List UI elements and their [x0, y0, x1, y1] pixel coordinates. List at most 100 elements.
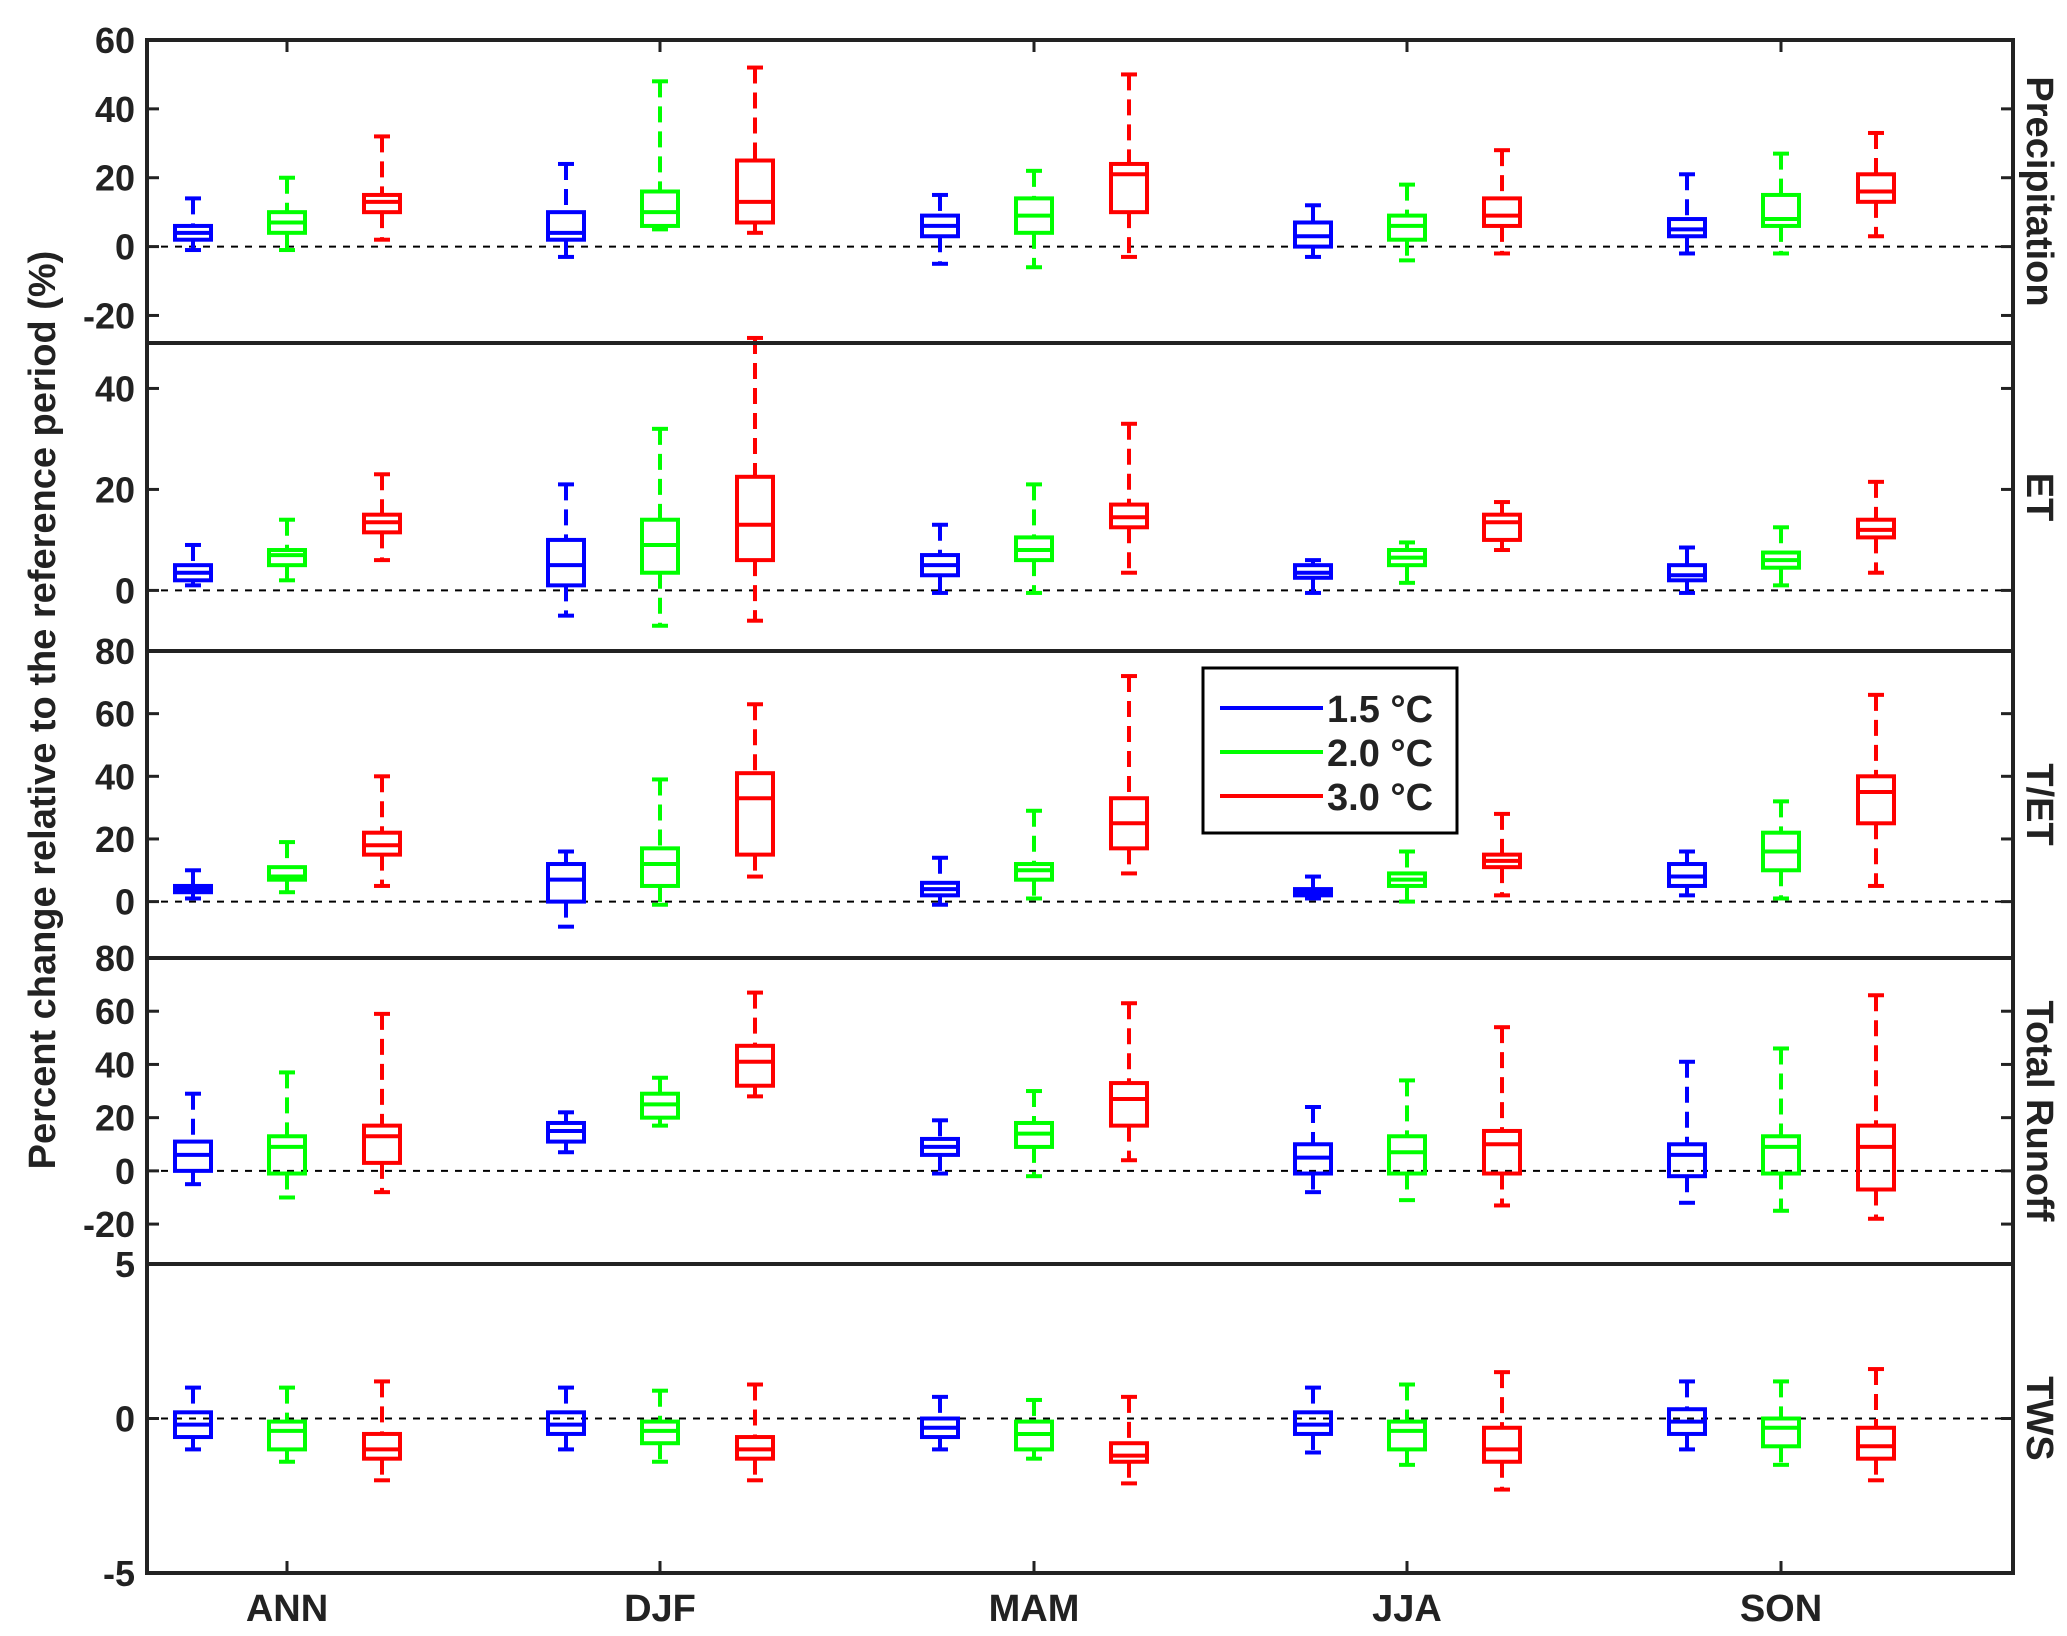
iqr-box — [1387, 1134, 1427, 1176]
box-precipitation-son-3-0 — [1856, 130, 1896, 239]
y-tick-label: 20 — [95, 1098, 135, 1139]
box-t-et-mam-2-0 — [1014, 808, 1054, 901]
box-t-et-son-3-0 — [1856, 692, 1896, 888]
iqr-box — [1109, 161, 1149, 215]
iqr-box — [1482, 196, 1522, 228]
panel-frame — [145, 1262, 2015, 1575]
iqr-box — [1667, 1142, 1707, 1179]
box-total-runoff-son-1-5 — [1667, 1059, 1707, 1205]
panel-frame — [145, 341, 2015, 653]
iqr-box — [640, 189, 680, 228]
panel-title-tws: TWS — [2018, 1376, 2060, 1460]
iqr-box — [1761, 1134, 1801, 1176]
box-total-runoff-djf-2-0 — [640, 1075, 680, 1128]
box-et-djf-2-0 — [640, 426, 680, 628]
box-tws-ann-1-5 — [173, 1385, 213, 1452]
box-t-et-djf-3-0 — [735, 702, 775, 879]
y-tick-label: 40 — [95, 1044, 135, 1085]
panel-title-et: ET — [2018, 473, 2060, 522]
legend-label: 3.0 °C — [1327, 777, 1433, 819]
panel-title-precipitation: Precipitation — [2018, 76, 2060, 306]
x-tick-label: MAM — [989, 1588, 1080, 1630]
iqr-box — [267, 548, 307, 568]
box-total-runoff-ann-1-5 — [173, 1091, 213, 1187]
box-t-et-djf-1-5 — [546, 849, 586, 929]
iqr-box — [1482, 1425, 1522, 1464]
box-tws-djf-1-5 — [546, 1385, 586, 1452]
iqr-box — [267, 1419, 307, 1452]
y-tick-label: 80 — [95, 938, 135, 979]
box-tws-son-1-5 — [1667, 1379, 1707, 1452]
y-tick-label: 40 — [95, 89, 135, 130]
iqr-box — [640, 846, 680, 888]
box-tws-mam-3-0 — [1109, 1394, 1149, 1486]
panel-total-runoff: -20 0 20 40 60 80 Total Runoff — [83, 938, 2060, 1266]
box-tws-mam-1-5 — [920, 1394, 960, 1452]
iqr-box — [1109, 1081, 1149, 1128]
box-tws-ann-2-0 — [267, 1385, 307, 1464]
box-t-et-ann-1-5 — [173, 868, 213, 901]
iqr-box — [267, 865, 307, 882]
x-tick-label: SON — [1740, 1588, 1822, 1630]
panel-precipitation: -20 0 20 40 60 Precipitation — [83, 20, 2060, 345]
box-total-runoff-son-3-0 — [1856, 993, 1896, 1221]
box-precipitation-jja-3-0 — [1482, 148, 1522, 256]
iqr-box — [267, 1134, 307, 1176]
box-tws-jja-2-0 — [1387, 1382, 1427, 1467]
box-et-jja-1-5 — [1293, 558, 1333, 595]
box-precipitation-son-1-5 — [1667, 172, 1707, 256]
iqr-box — [362, 1431, 402, 1461]
box-precipitation-mam-2-0 — [1014, 168, 1054, 270]
box-precipitation-mam-3-0 — [1109, 72, 1149, 259]
box-tws-djf-2-0 — [640, 1388, 680, 1464]
box-precipitation-jja-2-0 — [1387, 182, 1427, 263]
y-tick-label: 60 — [95, 20, 135, 61]
box-tws-son-3-0 — [1856, 1367, 1896, 1483]
box-precipitation-djf-1-5 — [546, 161, 586, 259]
y-tick-label: 60 — [95, 694, 135, 735]
x-tick-label: JJA — [1372, 1588, 1442, 1630]
box-total-runoff-djf-3-0 — [735, 990, 775, 1099]
box-et-son-1-5 — [1667, 545, 1707, 595]
iqr-box — [1761, 1416, 1801, 1449]
x-tick-label: DJF — [624, 1588, 696, 1630]
panel-et: 0 20 40 ET — [95, 335, 2060, 653]
panel-title-t-et: T/ET — [2018, 763, 2060, 845]
y-tick-label: 80 — [95, 631, 135, 672]
box-et-son-3-0 — [1856, 479, 1896, 575]
y-tick-label: 0 — [115, 570, 135, 611]
box-et-ann-2-0 — [267, 517, 307, 583]
panel-t-et: 0 20 40 60 80 T/ET — [95, 631, 2060, 960]
box-et-mam-2-0 — [1014, 482, 1054, 595]
y-tick-label: 20 — [95, 819, 135, 860]
box-et-mam-1-5 — [920, 522, 960, 595]
x-tick-label: ANN — [246, 1588, 328, 1630]
box-et-djf-3-0 — [735, 335, 775, 623]
y-tick-label: 40 — [95, 756, 135, 797]
iqr-box — [1387, 1419, 1427, 1452]
panel-frame — [145, 649, 2015, 960]
box-total-runoff-ann-3-0 — [362, 1011, 402, 1195]
box-et-mam-3-0 — [1109, 421, 1149, 575]
box-t-et-djf-2-0 — [640, 777, 680, 907]
panel-tws: -5 0 5 TWS — [103, 1244, 2060, 1594]
box-precipitation-djf-2-0 — [640, 79, 680, 232]
box-total-runoff-jja-2-0 — [1387, 1078, 1427, 1203]
box-et-djf-1-5 — [546, 482, 586, 618]
box-tws-son-2-0 — [1761, 1379, 1801, 1467]
iqr-box — [1856, 1123, 1896, 1192]
box-t-et-son-2-0 — [1761, 799, 1801, 901]
box-precipitation-jja-1-5 — [1293, 203, 1333, 259]
box-t-et-son-1-5 — [1667, 849, 1707, 898]
y-axis-label: Percent change relative to the reference… — [22, 251, 64, 1170]
y-tick-label: 0 — [115, 882, 135, 923]
y-tick-label: 60 — [95, 991, 135, 1032]
box-tws-ann-3-0 — [362, 1379, 402, 1483]
iqr-box — [735, 474, 775, 563]
y-tick-label: 40 — [95, 368, 135, 409]
iqr-box — [1856, 1425, 1896, 1461]
iqr-box — [735, 771, 775, 857]
chart-panels: -20 0 20 40 60 Precipitation 0 20 40 ET 0 20 40 60 80 T… — [83, 20, 2060, 1594]
y-tick-label: 20 — [95, 469, 135, 510]
y-tick-label: 0 — [115, 227, 135, 268]
